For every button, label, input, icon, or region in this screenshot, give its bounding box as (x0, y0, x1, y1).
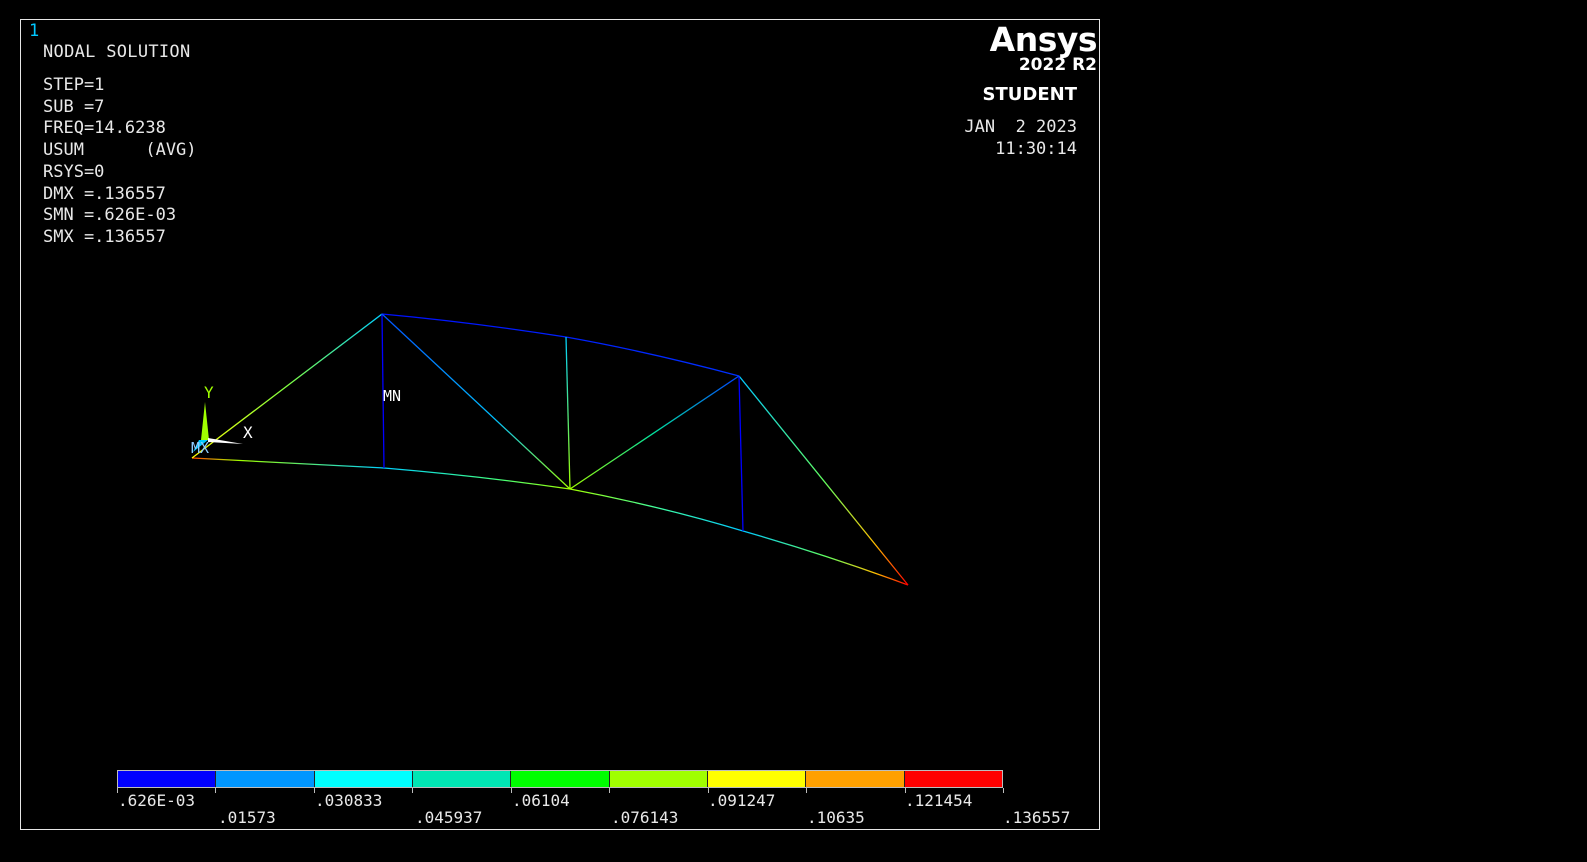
legend-value: .01573 (218, 808, 276, 827)
legend-tick (511, 788, 512, 793)
legend-tick (905, 788, 906, 793)
legend-value: .045937 (415, 808, 483, 827)
diagonal-2 (569, 375, 740, 490)
window-number: 1 (29, 21, 40, 41)
legend-band (904, 771, 1002, 787)
top-chord-left (191, 313, 383, 459)
vertical-3 (738, 375, 744, 532)
info-rsys: RSYS=0 (43, 161, 105, 182)
legend-tick (609, 788, 610, 793)
version-label: 2022 R2 (1018, 55, 1097, 75)
date-label: JAN 2 2023 (964, 117, 1077, 137)
legend-band (806, 771, 905, 787)
timestamp: JAN 2 2023 11:30:14 (964, 116, 1077, 160)
vertical-1 (381, 313, 385, 469)
legend-tick (117, 788, 118, 793)
legend-band (707, 771, 807, 787)
legend-band (314, 771, 413, 787)
graphics-window[interactable]: 1 NODAL SOLUTION STEP=1 SUB =7 FREQ=14.6… (20, 19, 1100, 830)
info-smx: SMX =.136557 (43, 226, 166, 247)
bottom-chord-4 (742, 530, 909, 586)
legend-band (609, 771, 708, 787)
axis-x-label: X (243, 423, 253, 442)
time-label: 11:30:14 (995, 139, 1077, 159)
legend-tick (215, 788, 216, 793)
axis-y-label: Y (204, 383, 214, 402)
triad-icon: Y X (193, 383, 253, 452)
contour-legend (117, 770, 1003, 788)
legend-band (412, 771, 512, 787)
min-marker: MN (383, 387, 401, 405)
info-smn: SMN =.626E-03 (43, 205, 177, 226)
plot-title: NODAL SOLUTION (43, 42, 191, 62)
bottom-chord-1 (191, 457, 385, 469)
diagonal-1 (381, 313, 571, 490)
bottom-chord-2 (383, 467, 571, 490)
legend-band (511, 771, 610, 787)
info-frequency: FREQ=14.6238 (43, 118, 166, 139)
info-dmx: DMX =.136557 (43, 183, 166, 204)
legend-value: .030833 (315, 791, 383, 810)
legend-value: .626E-03 (118, 791, 196, 810)
info-result-item: USUM (AVG) (43, 140, 197, 161)
logo-text: Ansys (989, 20, 1098, 59)
legend-tick (708, 788, 709, 793)
top-chord (381, 313, 740, 377)
legend-band (216, 771, 315, 787)
legend-value: .121454 (905, 791, 973, 810)
bottom-chord-3 (569, 488, 744, 532)
legend-band (118, 771, 217, 787)
vertical-2 (565, 336, 571, 490)
info-substep: SUB =7 (43, 96, 105, 117)
edition-label: STUDENT (982, 84, 1077, 105)
legend-value: .091247 (708, 791, 776, 810)
info-step: STEP=1 (43, 75, 105, 95)
legend-value: .136557 (1003, 808, 1071, 827)
legend-value: .076143 (611, 808, 679, 827)
top-chord-right (738, 375, 909, 586)
legend-value: .06104 (512, 791, 570, 810)
ansys-logo: Ansys 2022 R2 (989, 20, 1098, 75)
legend-value: .10635 (807, 808, 865, 827)
legend-tick (1003, 788, 1004, 793)
legend-tick (412, 788, 413, 793)
legend-tick (806, 788, 807, 793)
legend-tick (314, 788, 315, 793)
max-marker: MX (191, 439, 209, 457)
solution-info: STEP=1 SUB =7 FREQ=14.6238 USUM (AVG) RS… (43, 75, 197, 249)
